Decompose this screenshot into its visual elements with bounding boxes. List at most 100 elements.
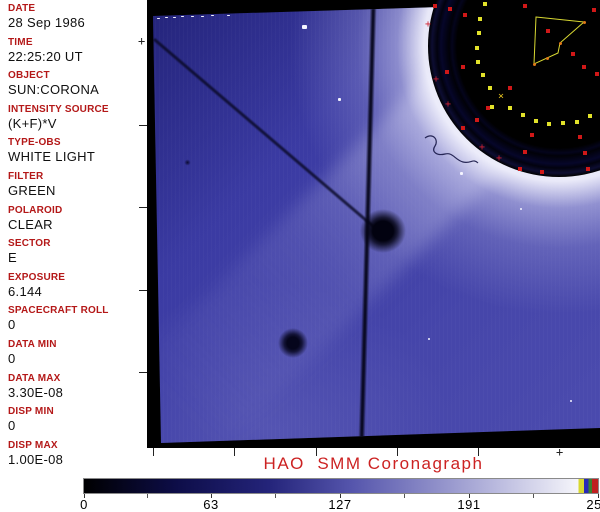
colorbar-minor-tick	[275, 494, 277, 498]
metadata-field: POLAROID CLEAR	[0, 202, 147, 236]
field-value: 28 Sep 1986	[8, 15, 86, 30]
red-grid-dot	[540, 170, 544, 174]
field-value: 0	[8, 418, 16, 434]
colorbar-tick-label: 63	[203, 497, 219, 512]
metadata-panel: DATE 28 Sep 1986 TIME 22:25:20 UT OBJECT SUN:…	[0, 0, 147, 478]
field-value: SUN:CORONA	[8, 82, 100, 98]
dark-spot	[278, 328, 308, 358]
field-value: 3.30E-08	[8, 384, 64, 400]
field-label: FILTER	[8, 170, 44, 182]
yellow-limb-dot	[588, 114, 592, 118]
field-label: TIME	[8, 36, 33, 48]
field-label: DATE	[8, 3, 36, 14]
yellow-limb-dot	[508, 106, 512, 110]
graticule-left-tick	[139, 290, 147, 291]
yellow-limb-dot	[490, 105, 494, 109]
red-cross-marker: +	[424, 18, 432, 30]
colorbar-major-tick	[339, 494, 341, 498]
white-speck	[201, 16, 204, 17]
red-grid-dot	[448, 7, 452, 11]
red-grid-dot	[518, 167, 522, 171]
field-label: DISP MAX	[8, 439, 58, 451]
field-label: EXPOSURE	[8, 271, 66, 283]
polygon-vertex-dot	[583, 21, 586, 24]
red-grid-dot	[523, 4, 527, 8]
red-grid-dot	[592, 8, 596, 12]
metadata-field: DATE 28 Sep 1986	[0, 0, 147, 34]
field-label: INTENSITY SOURCE	[8, 103, 109, 115]
metadata-field: DISP MAX 1.00E-08	[0, 437, 147, 471]
metadata-field: SPACECRAFT ROLL 0	[0, 302, 147, 336]
white-speck	[460, 172, 463, 175]
red-grid-dot	[583, 151, 587, 155]
red-grid-dot	[486, 106, 490, 110]
field-label: DATA MIN	[8, 338, 57, 350]
yellow-x-marker: ×	[497, 90, 505, 102]
field-value: WHITE LIGHT	[8, 149, 96, 165]
red-grid-dot	[523, 150, 527, 154]
red-cross-marker: +	[478, 141, 486, 153]
yellow-limb-dot	[477, 31, 481, 35]
yellow-limb-dot	[478, 17, 482, 21]
yellow-limb-dot	[547, 122, 551, 126]
red-grid-dot	[546, 29, 550, 33]
colorbar-minor-tick	[147, 494, 149, 498]
field-label: POLAROID	[8, 204, 63, 216]
polygon-vertex-dot	[546, 57, 549, 60]
white-speck	[181, 16, 184, 17]
field-value: 1.00E-08	[8, 451, 64, 467]
white-speck	[173, 17, 176, 18]
yellow-limb-dot	[481, 73, 485, 77]
colorbar-tick-label: 127	[328, 497, 352, 512]
yellow-limb-dot	[475, 46, 479, 50]
colorbar-minor-tick	[533, 494, 535, 498]
graticule-bottom-tick	[478, 448, 479, 456]
metadata-field: TYPE-OBS WHITE LIGHT	[0, 134, 147, 168]
colorbar	[83, 478, 599, 494]
field-label: OBJECT	[8, 70, 50, 82]
metadata-field: TIME 22:25:20 UT	[0, 34, 147, 68]
field-label: SECTOR	[8, 238, 51, 250]
colorbar-major-tick	[598, 494, 599, 498]
graticule-plus: +	[556, 445, 564, 459]
field-label: DATA MAX	[8, 372, 61, 384]
red-grid-dot	[461, 65, 465, 69]
white-speck	[520, 208, 522, 210]
metadata-field: SECTOR E	[0, 235, 147, 269]
polygon-vertex-dot	[533, 63, 536, 66]
field-label: TYPE-OBS	[8, 137, 61, 149]
red-grid-dot	[475, 118, 479, 122]
colorbar-tick-label: 191	[457, 497, 481, 512]
white-speck	[338, 98, 341, 101]
small-dark-spot	[184, 159, 191, 166]
field-value: E	[8, 250, 17, 266]
field-label: SPACECRAFT ROLL	[8, 305, 109, 317]
field-value: (K+F)*V	[8, 115, 57, 131]
red-grid-dot	[433, 4, 437, 8]
yellow-limb-dot	[575, 120, 579, 124]
fov-polygon	[533, 16, 586, 65]
metadata-field: DATA MIN 0	[0, 336, 147, 370]
white-speck	[211, 15, 214, 16]
colorbar-major-tick	[468, 494, 470, 498]
graticule-left-tick	[139, 372, 147, 373]
field-value: GREEN	[8, 182, 56, 198]
graticule-left-tick	[139, 125, 147, 126]
graticule-bottom-tick	[234, 448, 235, 456]
yellow-limb-dot	[488, 86, 492, 90]
squiggle-artifact	[424, 135, 479, 164]
colorbar-major-tick	[210, 494, 212, 498]
red-grid-dot	[463, 13, 467, 17]
white-speck	[227, 15, 230, 16]
red-grid-dot	[461, 126, 465, 130]
red-grid-dot	[586, 167, 590, 171]
white-speck	[157, 18, 160, 19]
field-value: 0	[8, 317, 16, 333]
overlay-graphics	[424, 16, 586, 164]
graticule-plus: +	[138, 34, 146, 48]
field-value: 0	[8, 350, 16, 366]
red-cross-marker: +	[432, 73, 440, 85]
field-value: 6.144	[8, 283, 43, 299]
red-grid-dot	[582, 65, 586, 69]
